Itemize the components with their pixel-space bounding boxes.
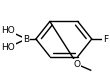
Text: HO: HO [1,43,15,52]
Text: O: O [74,60,81,69]
Text: F: F [103,34,108,44]
Text: B: B [23,34,29,44]
Text: HO: HO [1,26,15,35]
